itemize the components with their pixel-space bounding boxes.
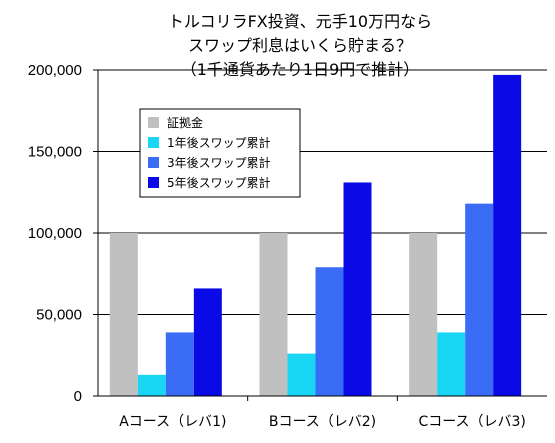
x-tick-label: Cコース（レバ3) (418, 414, 525, 430)
y-tick-label: 150,000 (28, 144, 82, 161)
y-tick-label: 200,000 (28, 62, 82, 79)
bar-1-4 (193, 288, 222, 396)
legend-swatch (148, 157, 159, 168)
legend-swatch (148, 137, 159, 148)
bar-1-2 (137, 374, 166, 396)
bars (109, 74, 522, 396)
title-line-2: スワップ利息はいくら貯まる？ (188, 36, 412, 55)
bar-1-1 (109, 233, 138, 396)
y-tick-labels: 0 50,000 100,000 150,000 200,000 (28, 62, 82, 405)
legend-swatch (148, 117, 159, 128)
legend-label: 5年後スワップ累計 (167, 175, 271, 190)
legend-label: 1年後スワップ累計 (167, 135, 271, 150)
y-tick-label: 100,000 (28, 225, 82, 242)
legend-box (139, 108, 301, 198)
bar-3-4 (493, 74, 522, 396)
legend-swatch (148, 177, 159, 188)
y-tick-label: 50,000 (36, 307, 82, 324)
bar-1-3 (165, 332, 194, 396)
bar-2-3 (315, 267, 344, 396)
title-line-1: トルコリラFX投資、元手10万円なら (168, 12, 432, 31)
x-tick-label: Aコース（レバ1) (119, 414, 226, 430)
legend-label: 証拠金 (167, 115, 203, 130)
legend-label: 3年後スワップ累計 (167, 155, 271, 170)
x-tick-labels: Aコース（レバ1) Bコース（レバ2) Cコース（レバ3) (119, 396, 526, 430)
chart-title: トルコリラFX投資、元手10万円なら スワップ利息はいくら貯まる？ （1千通貨あ… (168, 12, 432, 79)
bar-2-2 (287, 353, 316, 396)
x-tick-label: Bコース（レバ2) (269, 414, 376, 430)
legend: 証拠金 1年後スワップ累計 3年後スワップ累計 5年後スワップ累計 (139, 108, 301, 198)
bar-2-4 (343, 182, 372, 396)
bar-3-3 (465, 203, 494, 396)
bar-2-1 (259, 233, 288, 396)
bar-3-2 (437, 332, 466, 396)
bar-3-1 (409, 233, 438, 396)
y-tick-label: 0 (74, 388, 82, 405)
